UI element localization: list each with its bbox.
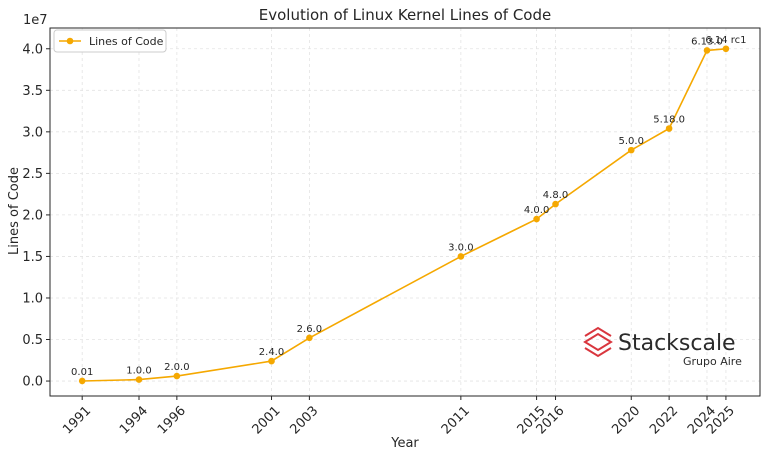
data-point [665,125,673,132]
data-label: 1.0.0 [126,366,151,377]
data-label: 0.01 [71,367,93,378]
data-point [78,377,86,385]
data-point [135,376,143,383]
x-tick-label: 2022 [647,403,681,437]
logo-name: Stackscale [618,331,736,356]
data-label: 6.14 rc1 [705,35,746,46]
x-axis-title: Year [390,436,419,451]
y-axis-title: Lines of Code [7,167,22,255]
data-label: 5.18.0 [653,115,685,126]
legend-label: Lines of Code [89,35,164,48]
plot-frame [49,27,761,397]
x-tick-label: 1994 [117,403,151,437]
legend-marker-swatch [66,37,74,45]
data-point [457,253,465,260]
y-tick-label: 0.0 [22,375,43,390]
data-label: 4.8.0 [543,190,568,201]
series-layer [78,45,730,385]
y-tick-label: 3.0 [22,125,43,140]
logo-subtitle: Grupo Aire [683,355,742,368]
data-labels: 0.01 1.0.0 2.0.0 2.4.0 2.6.0 3.0.0 4.0.0 4.8.0 5… [71,35,746,378]
y-offset-label: 1e7 [23,13,48,28]
y-axis-ticks: 0.0 0.5 1.0 1.5 2.0 2.5 3.0 3.5 4.0 [22,42,50,390]
x-tick-label: 2003 [287,403,321,437]
y-tick-label: 1.0 [22,291,43,306]
stackscale-logo-icon [583,326,613,358]
data-label: 2.4.0 [259,347,284,358]
legend: Lines of Code [53,29,167,53]
x-tick-label: 2011 [439,403,473,437]
data-label: 2.6.0 [297,324,322,335]
y-tick-label: 3.5 [22,84,43,99]
data-label: 3.0.0 [448,242,473,253]
data-point [703,47,711,54]
data-label: 6.13.0 [691,36,723,47]
y-tick-label: 1.5 [22,250,43,265]
x-tick-label: 2020 [609,403,643,437]
stackscale-logo: Stackscale Grupo Aire [583,326,742,368]
data-point [552,200,559,208]
x-tick-label: 2001 [250,403,284,437]
data-point [627,146,635,154]
data-label: 5.0.0 [619,136,644,147]
y-tick-label: 0.5 [22,333,43,348]
legend-box [53,29,167,53]
data-point [306,334,313,342]
data-point [268,357,275,365]
data-point [533,215,540,223]
data-label: 2.0.0 [164,362,189,373]
data-label: 4.0.0 [524,205,549,216]
x-tick-label: 1996 [155,403,189,437]
y-tick-label: 2.5 [22,167,43,182]
series-line [82,48,726,382]
chart-title: Evolution of Linux Kernel Lines of Code [259,6,551,24]
y-tick-label: 4.0 [22,42,43,57]
data-point [722,45,730,53]
y-tick-label: 2.0 [22,208,43,223]
data-point [173,372,181,380]
x-tick-label: 1991 [60,403,94,437]
grid [50,28,760,396]
